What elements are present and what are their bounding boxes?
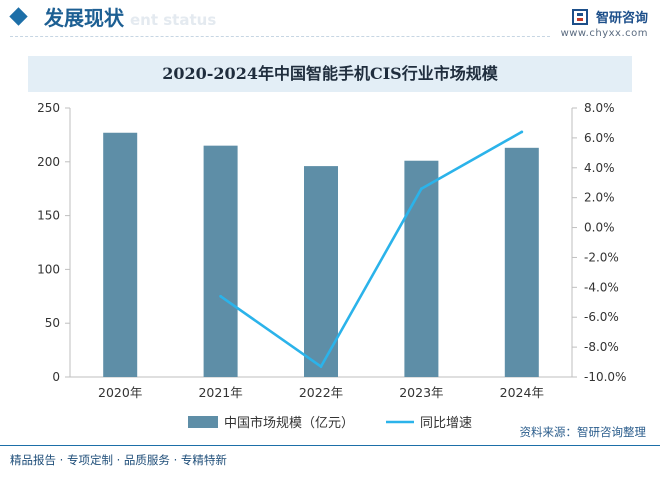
- legend-label-line: 同比增速: [420, 416, 472, 431]
- chart-title: 2020-2024年中国智能手机CIS行业市场规模: [162, 64, 498, 83]
- y-left-tick-label: 0: [52, 370, 60, 384]
- y-right-tick-label: -8.0%: [584, 340, 619, 354]
- y-right-tick-label: -10.0%: [584, 370, 626, 384]
- y-left-tick-label: 150: [37, 209, 60, 223]
- line-point: [219, 294, 223, 298]
- y-left-tick-label: 250: [37, 101, 60, 115]
- logo: 智研咨询 www.chyxx.com: [561, 6, 648, 39]
- legend-swatch-bar: [188, 416, 218, 428]
- line-point: [319, 365, 323, 368]
- y-right-tick-label: 2.0%: [584, 191, 615, 205]
- line-point: [520, 130, 524, 134]
- bar: [504, 147, 539, 377]
- logo-name: 智研咨询: [595, 11, 648, 26]
- x-tick-label: 2024年: [500, 385, 544, 400]
- source-note: 资料来源：智研咨询整理: [519, 425, 647, 439]
- y-right-tick-label: -6.0%: [584, 310, 619, 324]
- x-tick-label: 2020年: [98, 385, 142, 400]
- line-point: [420, 187, 423, 191]
- x-tick-label: 2022年: [299, 385, 343, 400]
- line-series: [219, 130, 523, 368]
- bar: [404, 160, 439, 377]
- y-right-tick-label: -4.0%: [584, 280, 619, 294]
- y-right-tick-label: -2.0%: [584, 250, 619, 264]
- bar: [203, 145, 238, 377]
- y-right-tick-label: 0.0%: [584, 221, 615, 235]
- x-tick-label: 2021年: [198, 385, 242, 400]
- header: ent status 发展现状 智研咨询 www.chyxx.com: [0, 0, 660, 48]
- y-left-tick-label: 100: [37, 262, 60, 276]
- footer-slogan: 精品报告 · 专项定制 · 品质服务 · 专精特新: [10, 453, 227, 467]
- y-left-tick-label: 50: [45, 316, 60, 330]
- y-right-tick-label: 6.0%: [584, 131, 615, 145]
- y-left-tick-label: 200: [37, 155, 60, 169]
- y-right-tick-label: 8.0%: [584, 101, 615, 115]
- legend-label-bar: 中国市场规模（亿元）: [224, 415, 354, 431]
- header-divider: [10, 36, 550, 37]
- y-right-tick-label: 4.0%: [584, 161, 615, 175]
- logo-url: www.chyxx.com: [560, 28, 648, 39]
- bar: [103, 132, 138, 377]
- x-tick-label: 2023年: [399, 385, 443, 400]
- footer-divider: [0, 445, 660, 446]
- bar: [304, 166, 338, 377]
- logo-icon: [571, 8, 588, 25]
- chart-title-band: 2020-2024年中国智能手机CIS行业市场规模: [28, 56, 632, 92]
- section-subtitle-ghost: ent status: [130, 11, 217, 29]
- section-title: 发展现状: [44, 6, 124, 30]
